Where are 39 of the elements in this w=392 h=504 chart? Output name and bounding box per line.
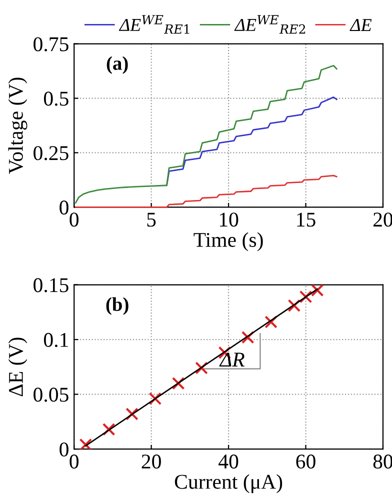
y-tick-label: 0.75	[34, 37, 68, 52]
y-tick-label: 0	[60, 442, 68, 456]
line-series	[166, 96, 338, 186]
legend-label: ΔE$^{WE}$$_{RE1}$	[118, 15, 190, 34]
point	[299, 290, 312, 304]
x-tick-label: 40	[218, 454, 238, 469]
y-tick-label: 0.1	[44, 332, 68, 348]
x-axis-title: Current (μA)	[174, 474, 282, 494]
y-tick-label: 0.05	[34, 388, 68, 402]
x-tick-label: 15	[297, 212, 316, 227]
point	[241, 330, 254, 344]
x-tick-label: 0	[70, 212, 78, 227]
x-tick-label: 5	[147, 212, 156, 227]
y-tick-label: 0.15	[34, 278, 68, 292]
point	[195, 362, 208, 374]
point	[148, 392, 162, 406]
x-axis-title: Time (s)	[194, 232, 263, 252]
y-tick-label: 0.5	[44, 92, 68, 106]
y-tick-label: 0.25	[34, 146, 68, 160]
legend-label: ΔE$^{WE}$$_{RE2}$	[234, 15, 306, 34]
point	[102, 422, 116, 436]
point	[288, 299, 301, 312]
x-tick-label: 60	[296, 454, 316, 469]
annotation: (a)	[106, 56, 128, 74]
legend-label: ΔE	[350, 19, 372, 31]
point	[172, 376, 185, 390]
x-tick-label: 20	[142, 454, 161, 469]
annotation: (b)	[106, 297, 128, 315]
x-tick-label: 10	[220, 212, 238, 227]
y-axis-title: ΔE (V)	[8, 338, 28, 396]
annotation: ΔR	[219, 352, 245, 366]
y-tick-label: 0	[60, 200, 68, 215]
point	[310, 284, 324, 297]
point	[264, 316, 278, 328]
x-tick-label: 0	[70, 454, 78, 469]
line-series	[74, 174, 338, 208]
point	[126, 408, 138, 420]
point	[79, 438, 92, 450]
y-axis-title: Voltage (V)	[8, 78, 28, 174]
